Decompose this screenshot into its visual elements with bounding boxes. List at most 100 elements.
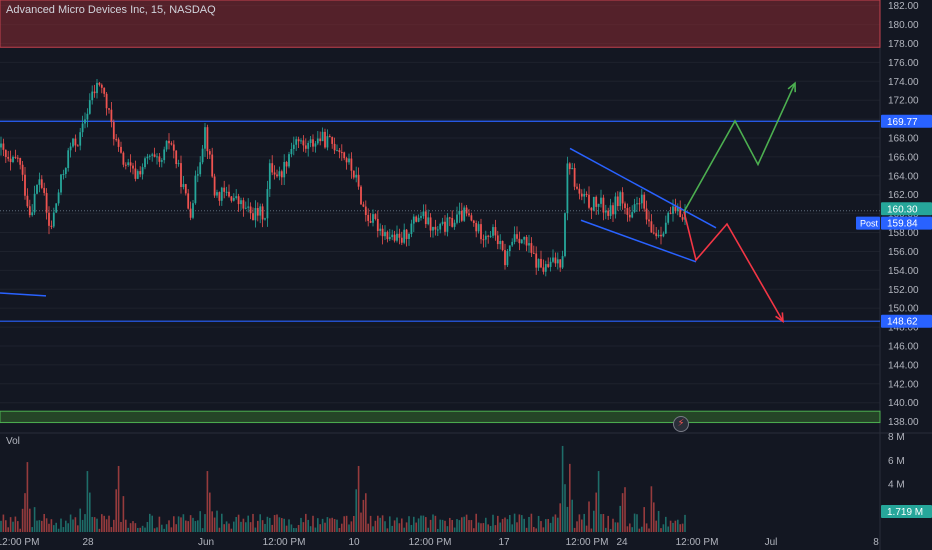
volume-bar <box>540 521 542 532</box>
candle-body <box>324 131 326 148</box>
post-market-price-label: 159.84 <box>887 219 918 230</box>
horizontal-levels <box>0 120 880 322</box>
volume-bar <box>353 515 355 532</box>
candle-body <box>136 171 139 179</box>
volume-bar <box>204 514 206 532</box>
volume-bar <box>33 507 36 532</box>
candle-body <box>24 174 26 196</box>
volume-bar <box>631 527 633 532</box>
candle-body <box>662 233 665 237</box>
volume-bar <box>146 521 149 532</box>
candle-body <box>367 214 370 221</box>
candle-body <box>261 206 264 220</box>
volume-bar <box>612 518 614 532</box>
price-tick-label: 142.00 <box>888 379 919 390</box>
bullish-path-arrow[interactable] <box>683 82 796 213</box>
candle-body <box>607 210 610 216</box>
volume-bar <box>269 517 271 532</box>
volume-bar <box>576 521 578 532</box>
candle-body <box>427 217 430 225</box>
volume-bar <box>127 527 129 532</box>
candle-body <box>520 239 523 244</box>
candle-body <box>189 208 192 218</box>
candle-body <box>398 233 401 238</box>
volume-bar <box>163 528 165 532</box>
candle-body <box>192 203 194 218</box>
candle-body <box>278 171 281 177</box>
candle-body <box>163 149 166 161</box>
wedge-lower-line[interactable] <box>580 219 697 263</box>
candle-body <box>96 82 98 94</box>
last-volume-label-bg <box>881 504 932 518</box>
volume-bar <box>513 513 516 532</box>
trend-line-left[interactable] <box>0 292 47 297</box>
volume-bar <box>684 514 686 532</box>
candle-body <box>283 161 286 178</box>
alert-icon[interactable]: ⚡ <box>673 416 689 432</box>
resistance-zone[interactable] <box>0 0 881 48</box>
candle-body <box>45 192 48 213</box>
volume-bar <box>134 523 137 532</box>
wedge-upper-line[interactable] <box>569 147 717 229</box>
candle-body <box>489 235 492 237</box>
support-zone[interactable] <box>0 410 881 424</box>
candle-body <box>60 174 62 193</box>
volume-bar <box>425 517 427 532</box>
bearish-path-arrow[interactable] <box>683 211 784 322</box>
candle-body <box>326 136 329 148</box>
volume-bar <box>636 514 638 532</box>
candle-body <box>98 82 101 85</box>
volume-bar <box>96 518 98 532</box>
volume-bar <box>398 523 401 532</box>
volume-bar <box>571 499 573 532</box>
volume-bar <box>497 515 499 532</box>
candle-body <box>496 235 499 245</box>
volume-bar <box>139 527 141 532</box>
candle-body <box>144 158 146 168</box>
volume-bar <box>221 513 223 532</box>
volume-bar <box>245 522 247 532</box>
volume-bar <box>74 517 77 532</box>
volume-bar <box>369 515 372 532</box>
volume-bar <box>187 521 189 532</box>
price-tick-label: 138.00 <box>888 417 919 428</box>
candle-body <box>312 139 314 147</box>
candle-body <box>609 205 612 216</box>
volume-bar <box>530 513 533 532</box>
volume-bar <box>439 519 441 532</box>
volume-bar <box>2 514 5 532</box>
volume-bar <box>321 518 324 532</box>
volume-bar <box>129 523 132 532</box>
volume-bar <box>393 520 396 532</box>
volume-bar <box>374 520 377 532</box>
candle-body <box>201 148 204 163</box>
candle-body <box>168 140 170 144</box>
volume-bar <box>165 524 168 532</box>
volume-bar <box>156 527 158 532</box>
last-price-label: 160.30 <box>887 204 918 215</box>
candle-body <box>516 234 518 239</box>
candle-body <box>434 226 437 230</box>
volume-bar <box>516 522 518 532</box>
candle-body <box>218 192 221 201</box>
candle-body <box>518 238 521 244</box>
candle-body <box>43 187 46 193</box>
candle-body <box>429 217 432 231</box>
price-tick-label: 146.00 <box>888 341 919 352</box>
candle-body <box>369 220 372 223</box>
volume-bar <box>21 508 24 532</box>
volume-bar <box>281 518 283 532</box>
price-zones <box>0 0 881 424</box>
candle-body <box>273 172 276 175</box>
level-high-label-bg <box>881 114 932 128</box>
volume-bar <box>290 524 293 532</box>
candle-body <box>151 154 154 156</box>
candle-body <box>458 210 461 215</box>
volume-bar <box>593 510 595 532</box>
candle-body <box>667 212 670 223</box>
volume-bar <box>338 528 341 532</box>
candle-body <box>372 214 374 223</box>
level-high-label: 169.77 <box>887 117 918 128</box>
volume-bar <box>650 486 653 532</box>
